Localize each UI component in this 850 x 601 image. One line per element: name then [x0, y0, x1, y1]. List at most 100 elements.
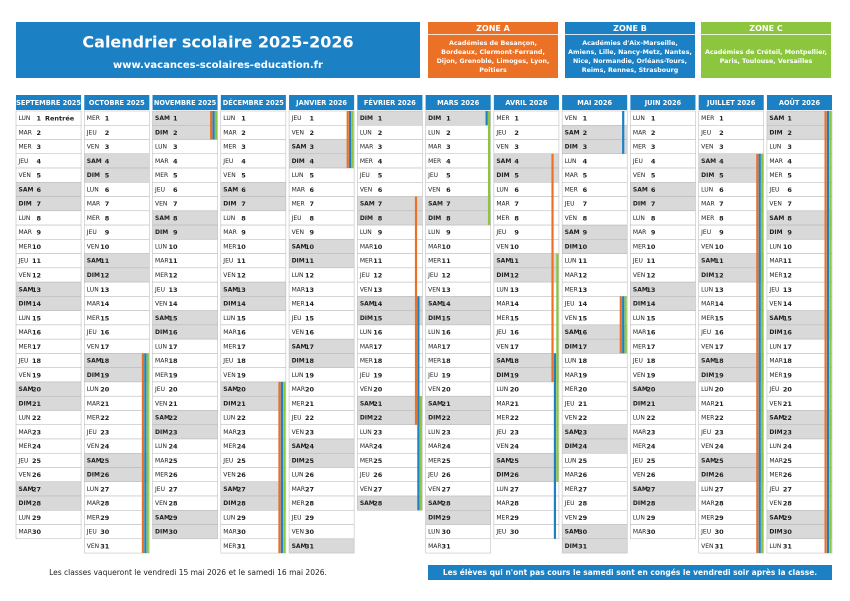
day-number: 23 [373, 428, 382, 436]
day-number: 23 [510, 428, 519, 436]
weekday: LUN [87, 186, 99, 193]
weekday: SAM [428, 201, 443, 208]
day-number: 27 [442, 485, 451, 493]
weekday: SAM [496, 158, 511, 165]
weekday: MER [223, 144, 236, 151]
zone-text: Académies de Besançon, Bordeaux, Clermon… [436, 39, 550, 75]
holiday-bar [756, 153, 759, 554]
weekday: JEU [18, 158, 29, 165]
weekday: SAM [292, 343, 307, 350]
weekday: DIM [428, 215, 441, 222]
weekday: JEU [632, 258, 643, 265]
day-number: 31 [305, 542, 315, 550]
month-name: SEPTEMBRE 2025 [16, 99, 81, 107]
day-number: 29 [510, 514, 520, 522]
day-number: 11 [305, 257, 315, 265]
day-number: 15 [237, 314, 247, 322]
weekday: MAR [701, 301, 714, 308]
weekday: SAM [155, 315, 170, 322]
weekday: VEN [496, 443, 508, 450]
weekday: JEU [495, 329, 506, 336]
weekday: SAM [360, 500, 375, 507]
holiday-bar [280, 381, 283, 554]
weekday: DIM [769, 329, 782, 336]
weekday: SAM [428, 301, 443, 308]
weekday: VEN [701, 343, 713, 350]
day-number: 3 [310, 143, 315, 151]
day-number: 24 [442, 443, 452, 451]
weekday: DIM [565, 543, 578, 550]
weekday: SAM [565, 129, 580, 136]
month-name: JUIN 2026 [644, 99, 682, 107]
month-header [220, 95, 286, 110]
day-number: 11 [646, 257, 656, 265]
day-number: 28 [510, 500, 520, 508]
weekday: JEU [359, 372, 370, 379]
month-header [289, 95, 355, 110]
weekday: DIM [87, 472, 100, 479]
month-header [152, 95, 218, 110]
day-number: 25 [646, 457, 656, 465]
weekday: SAM [87, 358, 102, 365]
weekday: DIM [87, 272, 100, 279]
weekday: DIM [223, 201, 236, 208]
day-number: 2 [787, 129, 792, 137]
day-number: 20 [578, 386, 588, 394]
day-number: 9 [310, 229, 315, 237]
weekday: MER [769, 272, 782, 279]
day-number: 16 [783, 329, 793, 337]
day-number: 28 [646, 500, 656, 508]
day-number: 20 [168, 386, 178, 394]
day-number: 22 [442, 414, 451, 422]
day-number: 24 [510, 443, 520, 451]
weekday: LUN [701, 386, 713, 393]
day-number: 24 [783, 443, 793, 451]
day-number: 25 [237, 457, 247, 465]
day-number: 6 [173, 186, 178, 194]
weekday: MAR [223, 529, 236, 536]
day-number: 21 [715, 400, 725, 408]
day-number: 6 [241, 186, 246, 194]
day-number: 7 [173, 200, 178, 208]
day-number: 30 [442, 528, 452, 536]
day-number: 1 [173, 115, 178, 123]
weekday: JEU [768, 486, 779, 493]
day-number: 18 [510, 357, 520, 365]
day-number: 22 [373, 414, 382, 422]
weekday: MER [155, 472, 168, 479]
day-number: 30 [168, 528, 178, 536]
holiday-bar [214, 111, 218, 140]
day-number: 12 [373, 271, 382, 279]
weekday: SAM [223, 486, 238, 493]
weekday: VEN [633, 472, 645, 479]
weekday: LUN [87, 286, 99, 293]
month-header [630, 95, 696, 110]
day-number: 5 [173, 172, 178, 180]
zone-box [701, 22, 831, 78]
month-header [562, 95, 628, 110]
month-header [425, 95, 491, 110]
weekday: SAM [565, 429, 580, 436]
weekday: MER [223, 243, 236, 250]
weekday: LUN [292, 372, 304, 379]
weekday: MAR [633, 129, 646, 136]
day-number: 18 [783, 357, 793, 365]
url: www.vacances-scolaires-education.fr [113, 60, 323, 71]
day-number: 9 [36, 229, 41, 237]
month-header [493, 95, 559, 110]
weekday: JEU [222, 457, 233, 464]
weekday: SAM [360, 201, 375, 208]
weekday: LUN [87, 486, 99, 493]
weekday: JEU [700, 529, 711, 536]
weekday: MER [360, 158, 373, 165]
day-number: 28 [168, 500, 178, 508]
weekday: MER [769, 172, 782, 179]
title: Calendrier scolaire 2025-2026 [82, 33, 353, 52]
day-number: 16 [373, 329, 383, 337]
weekday: VEN [87, 243, 99, 250]
day-number: 26 [373, 471, 383, 479]
day-number: 31 [237, 542, 247, 550]
holiday-bar [346, 111, 349, 169]
weekday: DIM [633, 301, 646, 308]
weekday: MER [292, 201, 305, 208]
